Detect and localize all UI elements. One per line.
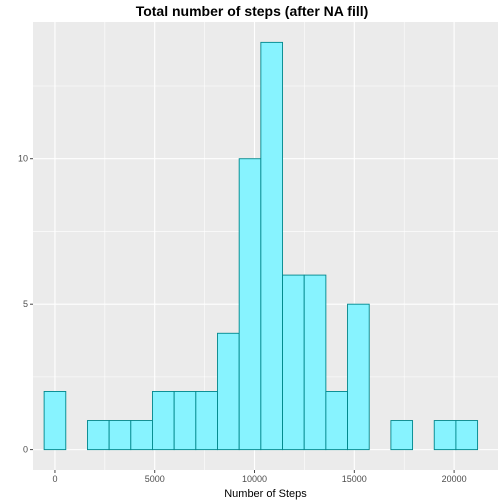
x-tick-label: 15000 bbox=[342, 474, 367, 484]
histogram-bar bbox=[43, 391, 67, 451]
histogram-bar bbox=[217, 332, 240, 451]
histogram-bars bbox=[43, 41, 479, 451]
histogram-bar bbox=[173, 391, 197, 451]
histogram-bar bbox=[282, 274, 305, 451]
x-tick-label: 20000 bbox=[442, 474, 467, 484]
y-tick-label: 5 bbox=[23, 299, 28, 309]
x-tick-label: 5000 bbox=[145, 474, 165, 484]
histogram-bar bbox=[455, 420, 479, 451]
x-axis-title: Number of Steps bbox=[224, 488, 307, 500]
y-tick-label: 10 bbox=[18, 154, 28, 164]
histogram-bar bbox=[195, 391, 218, 451]
histogram-bar bbox=[303, 274, 327, 451]
chart-title: Total number of steps (after NA fill) bbox=[135, 3, 369, 19]
histogram-bar bbox=[433, 420, 457, 451]
histogram-bar bbox=[152, 391, 175, 451]
histogram-bar bbox=[238, 158, 262, 451]
x-tick-label: 0 bbox=[52, 474, 57, 484]
y-tick-label: 0 bbox=[23, 445, 28, 455]
x-axis-ticks: 0 5000 10000 15000 20000 bbox=[52, 470, 467, 484]
histogram-bar bbox=[390, 420, 414, 451]
y-axis-ticks: 0 5 10 bbox=[18, 154, 33, 455]
histogram-bar bbox=[325, 391, 348, 451]
histogram-bar bbox=[260, 41, 283, 451]
histogram-bar bbox=[130, 420, 153, 451]
histogram-bar bbox=[87, 420, 110, 451]
x-tick-label: 10000 bbox=[242, 474, 267, 484]
histogram-bar bbox=[108, 420, 132, 451]
histogram-bar bbox=[347, 303, 370, 451]
